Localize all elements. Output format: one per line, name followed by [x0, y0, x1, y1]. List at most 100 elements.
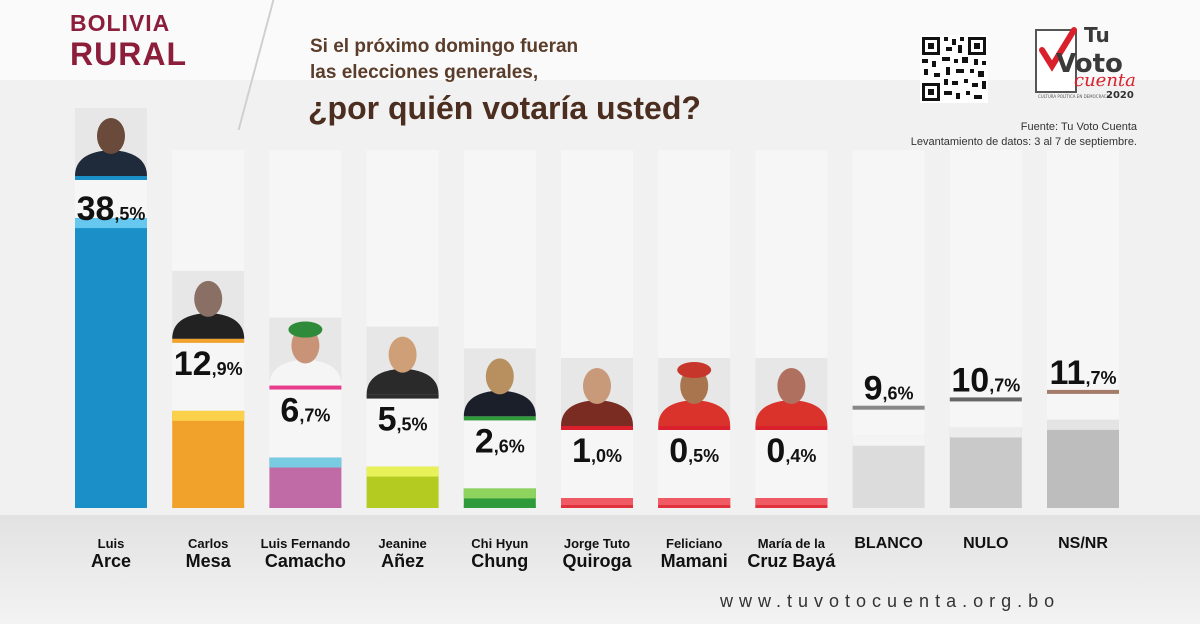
accent-line-jorge-tuto-quiroga [561, 426, 633, 430]
bar-blanco [852, 435, 925, 508]
value-decimal: ,6% [494, 436, 525, 456]
value-integer: 6 [280, 392, 299, 430]
photo-chi-hyun-chung [463, 348, 536, 417]
value-integer: 2 [475, 422, 494, 460]
column-backdrop [658, 150, 731, 508]
photo-luis-arce [75, 108, 147, 176]
region-title: BOLIVIA RURAL [70, 10, 187, 71]
photo-shoulders [366, 368, 439, 395]
accent-line-feliciano-mamani [658, 426, 731, 430]
photo-face [485, 358, 514, 395]
value-label-nulo: 10,7% [951, 361, 1020, 399]
name-label-line1-carlos-mesa: Carlos [188, 536, 228, 551]
value-integer: 11 [1050, 354, 1086, 392]
region-line1: BOLIVIA [70, 10, 171, 36]
bar-top-jorge-tuto-quiroga [561, 498, 633, 508]
photo-shoulders [463, 390, 536, 417]
bar-top-chi-hyun-chung [463, 488, 536, 499]
photo-shoulders [658, 400, 731, 426]
bar-top-jeanine-anez [366, 466, 439, 477]
website-url[interactable]: www.tuvotocuenta.org.bo [720, 591, 1061, 611]
name-label-line2-jorge-tuto-quiroga: Quiroga [562, 551, 632, 571]
value-integer: 38 [77, 190, 115, 228]
bar-top-feliciano-mamani [658, 498, 731, 508]
value-label-maria-de-la-cruz-baya: 0,4% [766, 432, 816, 470]
bar-top-blanco [852, 435, 925, 446]
value-label-jeanine-anez: 5,5% [378, 401, 428, 439]
bar-carlos-mesa [172, 410, 245, 508]
bar-group-nulo: 10,7% NULO [949, 150, 1022, 552]
accent-line-jeanine-anez [366, 394, 439, 399]
value-decimal: ,7% [1085, 368, 1116, 388]
bar-group-ns-nr: 11,7% NS/NR [1047, 150, 1119, 552]
name-label-line2-luis-arce: Arce [91, 551, 131, 571]
name-label-blanco: BLANCO [854, 535, 922, 552]
value-decimal: ,5% [397, 415, 428, 435]
name-label-line2-carlos-mesa: Mesa [186, 551, 232, 571]
bar-base-jeanine-anez [366, 505, 439, 508]
photo-hat [677, 362, 712, 378]
value-decimal: ,9% [212, 359, 243, 379]
value-label-chi-hyun-chung: 2,6% [475, 422, 525, 460]
bar-base-maria-de-la-cruz-baya [755, 505, 828, 508]
photo-face [97, 118, 125, 154]
bar-group-blanco: 9,6% BLANCO [852, 150, 925, 552]
question-line1: Si el próximo domingo fueran [310, 36, 579, 57]
photo-shoulders [75, 150, 147, 176]
name-label-line2-luis-fernando-camacho: Camacho [265, 551, 346, 571]
accent-line-luis-fernando-camacho [269, 385, 342, 390]
accent-line-blanco [852, 405, 925, 410]
photo-face [583, 368, 611, 404]
region-line2: RURAL [70, 36, 187, 72]
photo-jeanine-anez [366, 326, 439, 395]
photo-face [194, 280, 223, 317]
tu-voto-cuenta-logo: Tu Voto cuenta CULTURA POLÍTICA EN DEMOC… [1035, 23, 1136, 101]
bar-base-jorge-tuto-quiroga [561, 505, 633, 508]
bar-top-ns-nr [1047, 419, 1119, 430]
name-label-line2-jeanine-anez: Añez [381, 551, 424, 571]
photo-carlos-mesa [172, 270, 245, 339]
bar-ns-nr [1047, 419, 1119, 508]
value-label-ns-nr: 11,7% [1050, 354, 1117, 392]
value-decimal: ,7% [299, 406, 330, 426]
accent-line-ns-nr [1047, 389, 1119, 394]
value-integer: 1 [572, 432, 591, 470]
source-line1: Fuente: Tu Voto Cuenta [1020, 121, 1137, 133]
bar-base-nulo [949, 505, 1022, 508]
bar-luis-arce [75, 218, 147, 508]
value-decimal: ,7% [989, 375, 1020, 395]
value-decimal: ,6% [883, 384, 914, 404]
bar-base-ns-nr [1047, 505, 1119, 508]
value-integer: 0 [766, 432, 785, 470]
name-label-line2-feliciano-mamani: Mamani [661, 551, 728, 571]
photo-feliciano-mamani [658, 358, 731, 426]
logo-tagline: CULTURA POLÍTICA EN DEMOCRACIA [1038, 94, 1111, 99]
logo-year: 2020 [1106, 90, 1134, 101]
photo-shoulders [269, 359, 342, 386]
name-label-line2-maria-de-la-cruz-baya: Cruz Bayá [747, 551, 836, 571]
value-decimal: ,5% [688, 446, 719, 466]
column-backdrop [463, 150, 536, 508]
photo-shoulders [755, 400, 828, 426]
name-label-line1-maria-de-la-cruz-baya: María de la [758, 536, 826, 551]
value-decimal: ,0% [591, 446, 622, 466]
photo-maria-de-la-cruz-baya [755, 358, 828, 426]
floor-band [0, 515, 1200, 624]
name-label-nulo: NULO [963, 535, 1008, 552]
accent-line-luis-arce [75, 176, 147, 180]
name-label-line1-chi-hyun-chung: Chi Hyun [471, 536, 528, 551]
value-label-carlos-mesa: 12,9% [174, 345, 243, 383]
accent-line-nulo [949, 397, 1022, 402]
value-label-blanco: 9,6% [864, 370, 914, 408]
bar-top-luis-arce [75, 218, 147, 229]
value-decimal: ,5% [114, 204, 145, 224]
qr-code-icon[interactable] [920, 35, 988, 103]
bar-base-luis-arce [75, 505, 147, 508]
value-integer: 12 [174, 345, 212, 383]
photo-face [777, 368, 806, 404]
